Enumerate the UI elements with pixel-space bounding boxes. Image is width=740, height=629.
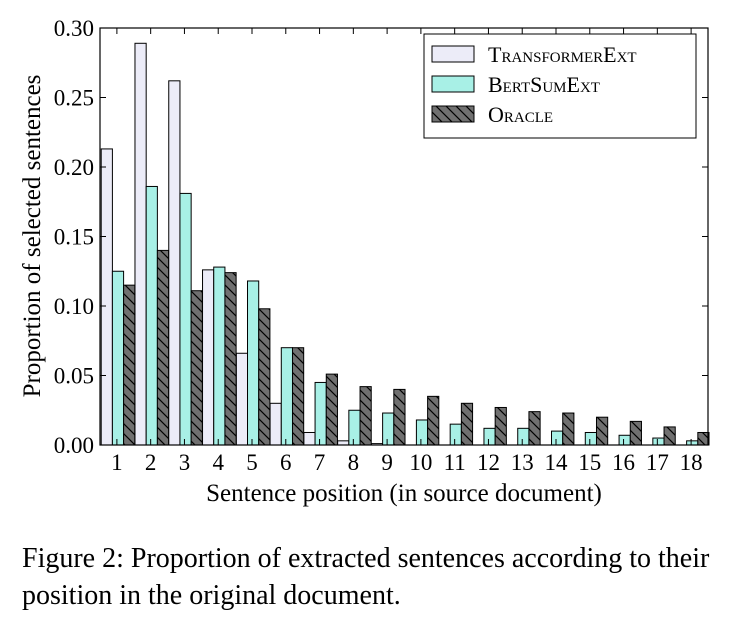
bar-bertsumext-14 bbox=[551, 430, 564, 446]
x-tick-label: 12 bbox=[477, 450, 500, 475]
y-tick-label: 0.25 bbox=[54, 86, 94, 111]
x-tick-label: 8 bbox=[348, 450, 360, 475]
bar-bertsumext-10 bbox=[415, 419, 429, 446]
bar-bertsumext-18 bbox=[686, 440, 699, 446]
x-tick-label: 14 bbox=[545, 450, 569, 475]
legend-label-transformerext: TransformerExt bbox=[488, 42, 637, 67]
bar-bertsumext-5 bbox=[247, 280, 260, 446]
x-tick-label: 7 bbox=[314, 450, 326, 475]
x-tick-label: 13 bbox=[511, 450, 534, 475]
bar-bertsumext-13 bbox=[517, 427, 530, 446]
y-tick-label: 0.15 bbox=[54, 225, 94, 250]
bar-chart: 0.000.050.100.150.200.250.301 2 3 4 5 6 7 8 9 10 1… bbox=[19, 16, 710, 507]
x-tick-label: 18 bbox=[680, 450, 703, 475]
bar-oracle-10 bbox=[427, 395, 440, 446]
x-tick-label: 9 bbox=[381, 450, 393, 475]
bar-oracle-7 bbox=[325, 373, 338, 446]
bar-transformerext-6 bbox=[269, 402, 282, 446]
y-axis-label: Proportion of selected sentences bbox=[19, 75, 46, 398]
bar-bertsumext-4 bbox=[213, 266, 226, 446]
legend-swatch-oracle bbox=[431, 105, 475, 123]
bar-bertsumext-17 bbox=[652, 437, 665, 446]
bar-chart-figure: 0.00 0.05 0.10 0.15 0.20 0.25 0.30 1 2 3 4 5 6 7 8 9 10 1… bbox=[19, 16, 710, 507]
bar-bertsumext-1 bbox=[111, 270, 125, 446]
bar-oracle-1 bbox=[123, 284, 136, 446]
bar-bertsumext-12 bbox=[483, 427, 496, 446]
bar-bertsumext-7 bbox=[314, 381, 327, 446]
legend-label-oracle: Oracle bbox=[488, 102, 553, 127]
y-tick-label: 0.00 bbox=[54, 433, 94, 458]
legend: TransformerExt BertSumExt Oracle bbox=[423, 33, 697, 139]
bar-bertsumext-11 bbox=[449, 423, 462, 446]
axes-layer: 0.000.050.100.150.200.250.301 2 3 4 5 6 7 8 9 10 1… bbox=[54, 16, 709, 475]
bar-oracle-15 bbox=[595, 416, 609, 446]
y-tick-label: 0.30 bbox=[54, 16, 94, 41]
bar-transformerext-2 bbox=[134, 42, 147, 446]
bar-oracle-4 bbox=[224, 272, 237, 446]
bar-oracle-16 bbox=[629, 420, 642, 446]
bar-oracle-5 bbox=[258, 308, 271, 446]
x-tick-label: 5 bbox=[246, 450, 258, 475]
bar-bertsumext-8 bbox=[348, 409, 361, 446]
x-tick-label: 17 bbox=[646, 450, 669, 475]
figure-caption: Figure 2: Proportion of extracted senten… bbox=[22, 543, 710, 611]
bar-oracle-18 bbox=[697, 431, 710, 446]
x-tick-label: 4 bbox=[212, 450, 224, 475]
bar-transformerext-4 bbox=[202, 269, 215, 446]
bar-bertsumext-2 bbox=[145, 185, 158, 446]
x-tick-label: 2 bbox=[145, 450, 157, 475]
bar-bertsumext-16 bbox=[618, 434, 631, 446]
x-tick-label: 1 bbox=[111, 450, 123, 475]
x-tick-label: 11 bbox=[444, 450, 466, 475]
y-tick-label: 0.20 bbox=[54, 155, 94, 180]
bar-oracle-12 bbox=[494, 406, 507, 446]
bar-oracle-3 bbox=[190, 290, 203, 446]
bar-oracle-13 bbox=[528, 411, 541, 446]
y-tick-label: 0.05 bbox=[54, 364, 94, 389]
bar-bertsumext-15 bbox=[584, 431, 597, 446]
bar-transformerext-3 bbox=[168, 80, 181, 446]
bar-oracle-17 bbox=[663, 426, 676, 446]
legend-swatch-bertsumext bbox=[431, 75, 475, 93]
bar-transformerext-7 bbox=[303, 431, 316, 446]
x-tick-label: 6 bbox=[280, 450, 292, 475]
bar-transformerext-8 bbox=[337, 440, 350, 446]
bar-oracle-2 bbox=[156, 249, 170, 446]
x-tick-label: 15 bbox=[578, 450, 601, 475]
bar-oracle-8 bbox=[359, 386, 372, 446]
bar-bertsumext-3 bbox=[179, 192, 192, 446]
x-tick-label: 16 bbox=[612, 450, 635, 475]
legend-swatch-transformerext bbox=[431, 45, 475, 63]
bar-bertsumext-6 bbox=[280, 347, 293, 446]
bar-oracle-11 bbox=[460, 402, 474, 446]
bar-transformerext-1 bbox=[100, 148, 113, 446]
x-tick-label: 3 bbox=[179, 450, 191, 475]
bars-layer bbox=[100, 42, 710, 446]
bar-oracle-9 bbox=[393, 388, 406, 446]
bar-oracle-14 bbox=[562, 412, 575, 446]
bar-bertsumext-9 bbox=[382, 412, 395, 446]
bar-oracle-6 bbox=[291, 347, 305, 446]
legend-label-bertsumext: BertSumExt bbox=[488, 72, 600, 97]
x-tick-label: 10 bbox=[409, 450, 432, 475]
y-tick-label: 0.10 bbox=[54, 294, 94, 319]
bar-transformerext-5 bbox=[235, 352, 249, 446]
x-axis-label: Sentence position (in source document) bbox=[206, 480, 602, 507]
